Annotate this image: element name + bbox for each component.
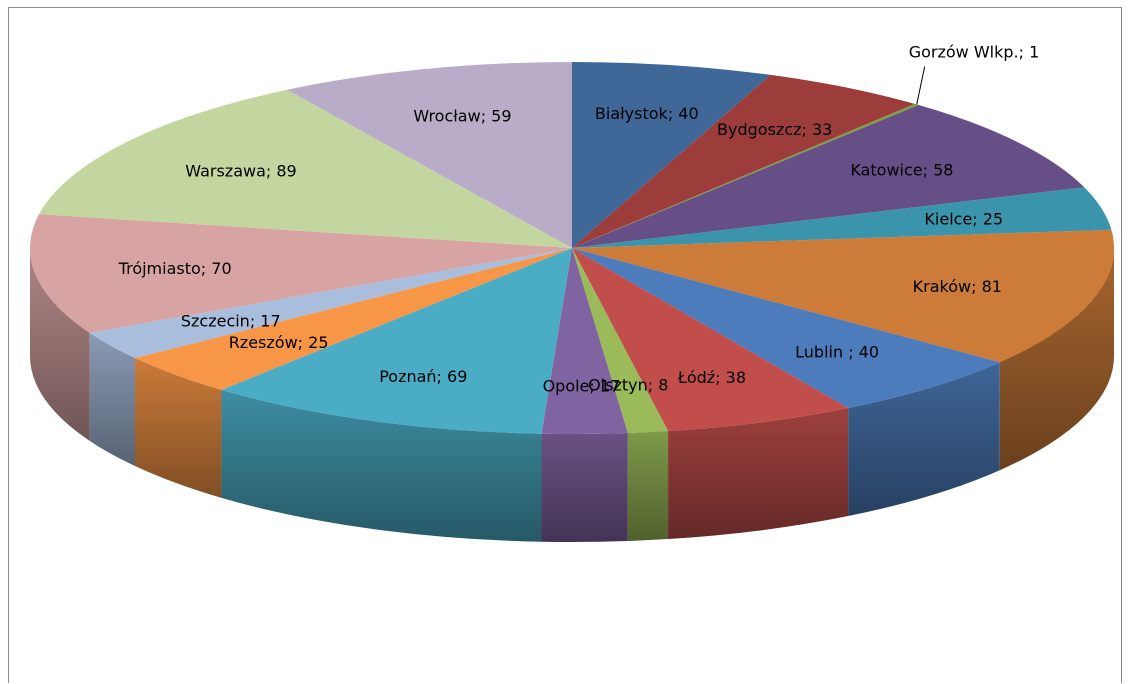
pie-label-trojmiasto: Trójmiasto; 70 bbox=[118, 259, 232, 278]
pie-side-krakow bbox=[999, 248, 1114, 471]
pie-slice-krakow[interactable] bbox=[572, 229, 1115, 363]
pie-label-gorzow-wlkp: Gorzów Wlkp.; 1 bbox=[909, 42, 1040, 61]
pie-slice-gorzow-wlkp[interactable] bbox=[572, 103, 919, 248]
pie-label-katowice: Katowice; 58 bbox=[850, 161, 953, 180]
pie-slice-kielce[interactable] bbox=[572, 187, 1112, 248]
pie-label-rzeszow: Rzeszów; 25 bbox=[229, 333, 329, 352]
pie-label-olsztyn: Olsztyn; 8 bbox=[588, 375, 668, 394]
pie-slice-rzeszow[interactable] bbox=[135, 248, 572, 390]
pie-slice-warszawa[interactable] bbox=[39, 89, 572, 248]
pie-slices bbox=[29, 62, 1115, 434]
pie-label-poznan: Poznań; 69 bbox=[379, 367, 467, 386]
pie-slice-poznan[interactable] bbox=[221, 248, 572, 434]
pie-label-warszawa: Warszawa; 89 bbox=[185, 161, 296, 180]
pie-side-rzeszow bbox=[135, 358, 222, 498]
pie-side-poznan bbox=[221, 389, 542, 542]
pie-slice-bialystok[interactable] bbox=[572, 62, 771, 248]
pie-label-szczecin: Szczecin; 17 bbox=[181, 311, 281, 330]
pie-slice-szczecin[interactable] bbox=[89, 248, 572, 359]
pie-label-bydgoszcz: Bydgoszcz; 33 bbox=[717, 120, 832, 139]
pie-slice-katowice[interactable] bbox=[572, 105, 1085, 248]
pie-side-lodz bbox=[668, 408, 849, 540]
pie-leader-lines bbox=[916, 66, 926, 105]
pie-slice-trojmiasto[interactable] bbox=[29, 214, 572, 333]
pie-label-bialystok: Białystok; 40 bbox=[595, 104, 699, 123]
pie-label-krakow: Kraków; 81 bbox=[913, 277, 1002, 296]
pie-side-trojmiasto bbox=[30, 248, 90, 441]
pie-slice-wroclaw[interactable] bbox=[287, 62, 572, 248]
pie-sides bbox=[30, 248, 1114, 542]
pie-side-olsztyn bbox=[627, 431, 669, 542]
pie-label-opole: Opole; 17 bbox=[543, 377, 621, 396]
leader-line-gorzow-wlkp bbox=[916, 66, 926, 105]
pie-slice-lublin[interactable] bbox=[572, 248, 1000, 409]
pie-side-szczecin bbox=[89, 332, 136, 467]
pie-label-kielce: Kielce; 25 bbox=[924, 210, 1003, 229]
pie-slice-bydgoszcz[interactable] bbox=[572, 74, 915, 248]
pie-side-lublin bbox=[848, 362, 1000, 517]
pie-label-wroclaw: Wrocław; 59 bbox=[413, 107, 511, 126]
pie-label-lublin: Lublin ; 40 bbox=[795, 342, 879, 361]
pie-labels: Białystok; 40 Bydgoszcz; 33 Gorzów Wlkp.; … bbox=[118, 42, 1040, 395]
chart-frame bbox=[8, 7, 1122, 683]
pie-side-opole bbox=[541, 433, 628, 542]
pie-slice-lodz[interactable] bbox=[572, 248, 849, 432]
pie-slice-olsztyn[interactable] bbox=[572, 248, 669, 434]
pie-label-lodz: Łódź; 38 bbox=[677, 368, 746, 387]
pie-slice-opole[interactable] bbox=[541, 248, 628, 434]
